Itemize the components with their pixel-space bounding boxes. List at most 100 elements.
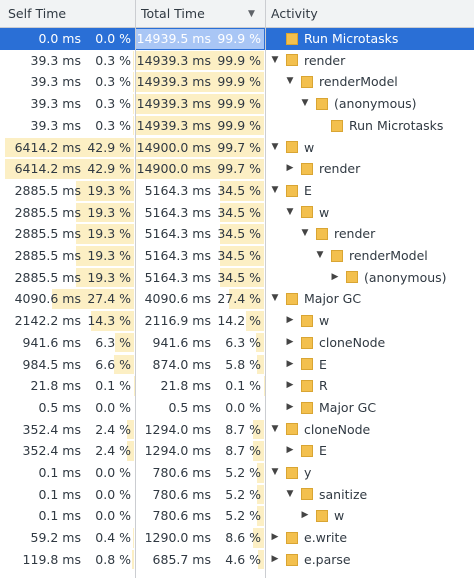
total-bar bbox=[245, 311, 264, 331]
self-time: 21.8 ms bbox=[30, 378, 82, 394]
self-bar bbox=[5, 159, 134, 179]
self-bar bbox=[75, 224, 134, 244]
tree-row[interactable]: 352.4 ms 2.4 % 1294.0 ms 8.7 % ▼ cloneNode bbox=[0, 419, 474, 441]
activity-icon bbox=[301, 358, 313, 371]
self-time: 2885.5 ms bbox=[14, 248, 81, 263]
total-percent: 5.2 % bbox=[225, 486, 261, 502]
activity-name: Major GC bbox=[304, 291, 362, 307]
tree-row[interactable]: 2885.5 ms 19.3 % 5164.3 ms 34.5 % ▶ (anonymou… bbox=[0, 267, 474, 289]
total-time: 1294.0 ms bbox=[144, 443, 211, 459]
expand-toggle[interactable]: ▼ bbox=[271, 293, 279, 304]
total-percent: 99.9 % bbox=[217, 117, 261, 133]
self-percent: 0.0 % bbox=[95, 465, 131, 480]
expand-toggle[interactable]: ▼ bbox=[271, 141, 279, 152]
total-time: 5164.3 ms bbox=[144, 204, 211, 220]
tree-row[interactable]: 21.8 ms 0.1 % 21.8 ms 0.1 % ▶ R bbox=[0, 375, 474, 397]
tree-row[interactable]: 119.8 ms 0.8 % 685.7 ms 4.6 % ▶ e.parse bbox=[0, 549, 474, 571]
expand-toggle[interactable]: ▶ bbox=[286, 401, 294, 412]
total-percent: 34.5 % bbox=[217, 182, 261, 198]
total-time: 685.7 ms bbox=[152, 551, 211, 567]
tree-row[interactable]: 0.1 ms 0.0 % 780.6 ms 5.2 % ▼ y bbox=[0, 462, 474, 484]
self-bar bbox=[126, 419, 134, 440]
activity-icon bbox=[286, 184, 298, 197]
total-time: 14939.3 ms bbox=[136, 96, 211, 112]
tree-row[interactable]: 0.0 ms 0.0 % 14939.5 ms 99.9 % Run Microtask… bbox=[0, 28, 474, 50]
expand-toggle[interactable]: ▼ bbox=[301, 98, 309, 109]
activity-name: render bbox=[304, 52, 346, 68]
expand-toggle[interactable]: ▶ bbox=[286, 315, 294, 326]
tree-row[interactable]: 2885.5 ms 19.3 % 5164.3 ms 34.5 % ▼ E bbox=[0, 180, 474, 202]
expand-toggle[interactable]: ▼ bbox=[286, 206, 294, 217]
total-percent: 8.7 % bbox=[225, 443, 261, 459]
expand-toggle[interactable]: ▶ bbox=[286, 358, 294, 369]
self-bar bbox=[126, 441, 134, 461]
tree-row[interactable]: 39.3 ms 0.3 % 14939.3 ms 99.9 % ▼ (anonymous) bbox=[0, 93, 474, 115]
tree-row[interactable]: 39.3 ms 0.3 % 14939.3 ms 99.9 % Run Microtas… bbox=[0, 115, 474, 137]
total-bar bbox=[257, 506, 264, 527]
total-bar bbox=[136, 115, 264, 136]
total-bar bbox=[228, 289, 264, 310]
tree-row[interactable]: 4090.6 ms 27.4 % 4090.6 ms 27.4 % ▼ Major GC bbox=[0, 288, 474, 310]
activity-name: w bbox=[319, 313, 330, 329]
expand-toggle[interactable]: ▼ bbox=[271, 423, 279, 434]
tree-row[interactable]: 0.5 ms 0.0 % 0.5 ms 0.0 % ▶ Major GC bbox=[0, 397, 474, 419]
total-percent: 8.7 % bbox=[225, 421, 261, 437]
tree-row[interactable]: 984.5 ms 6.6 % 874.0 ms 5.8 % ▶ E bbox=[0, 354, 474, 376]
tree-row[interactable]: 39.3 ms 0.3 % 14939.3 ms 99.9 % ▼ render bbox=[0, 50, 474, 72]
self-bar bbox=[133, 50, 134, 71]
tree-row[interactable]: 2142.2 ms 14.3 % 2116.9 ms 14.2 % ▶ w bbox=[0, 310, 474, 332]
total-time: 21.8 ms bbox=[160, 378, 212, 394]
expand-toggle[interactable]: ▼ bbox=[271, 184, 279, 195]
total-percent: 0.1 % bbox=[225, 378, 261, 394]
self-time-header[interactable]: Self Time bbox=[8, 6, 67, 21]
column-divider bbox=[135, 0, 136, 578]
expand-toggle[interactable]: ▶ bbox=[271, 532, 279, 543]
self-time: 941.6 ms bbox=[22, 334, 81, 350]
expand-toggle[interactable]: ▼ bbox=[271, 467, 279, 477]
total-percent: 34.5 % bbox=[217, 226, 261, 242]
tree-row[interactable]: 2885.5 ms 19.3 % 5164.3 ms 34.5 % ▼ renderMod… bbox=[0, 245, 474, 267]
tree-row[interactable]: 352.4 ms 2.4 % 1294.0 ms 8.7 % ▶ E bbox=[0, 440, 474, 462]
self-percent: 0.1 % bbox=[95, 378, 131, 394]
expand-toggle[interactable]: ▼ bbox=[316, 250, 324, 260]
total-bar bbox=[219, 202, 264, 223]
self-bar bbox=[115, 332, 134, 353]
activity-header[interactable]: Activity bbox=[271, 6, 318, 21]
expand-toggle[interactable]: ▶ bbox=[286, 380, 294, 391]
tree-row[interactable]: 941.6 ms 6.3 % 941.6 ms 6.3 % ▶ cloneNode bbox=[0, 332, 474, 354]
self-time: 352.4 ms bbox=[22, 421, 81, 437]
expand-toggle[interactable]: ▶ bbox=[286, 336, 294, 347]
total-bar bbox=[252, 528, 264, 548]
total-bar bbox=[136, 137, 264, 158]
expand-toggle[interactable]: ▶ bbox=[331, 271, 339, 282]
self-percent: 0.8 % bbox=[95, 551, 131, 567]
total-time-header[interactable]: Total Time bbox=[141, 6, 205, 21]
self-percent: 19.3 % bbox=[87, 226, 131, 242]
activity-icon bbox=[316, 97, 328, 110]
tree-row[interactable]: 59.2 ms 0.4 % 1290.0 ms 8.6 % ▶ e.write bbox=[0, 527, 474, 549]
tree-row[interactable]: 0.1 ms 0.0 % 780.6 ms 5.2 % ▶ w bbox=[0, 505, 474, 527]
tree-row[interactable]: 39.3 ms 0.3 % 14939.3 ms 99.9 % ▼ renderModel bbox=[0, 71, 474, 93]
expand-toggle[interactable]: ▶ bbox=[301, 510, 309, 521]
expand-toggle[interactable]: ▶ bbox=[271, 553, 279, 564]
activity-name: R bbox=[319, 378, 328, 394]
activity-name: E bbox=[319, 356, 327, 372]
tree-row[interactable]: 2885.5 ms 19.3 % 5164.3 ms 34.5 % ▼ render bbox=[0, 223, 474, 245]
total-bar bbox=[136, 159, 264, 179]
expand-toggle[interactable]: ▼ bbox=[301, 228, 309, 239]
total-time: 14900.0 ms bbox=[136, 161, 211, 177]
tree-row[interactable]: 6414.2 ms 42.9 % 14900.0 ms 99.7 % ▶ render bbox=[0, 158, 474, 180]
self-percent: 2.4 % bbox=[95, 421, 131, 437]
tree-row[interactable]: 2885.5 ms 19.3 % 5164.3 ms 34.5 % ▼ w bbox=[0, 202, 474, 224]
tree-row[interactable]: 0.1 ms 0.0 % 780.6 ms 5.2 % ▼ sanitize bbox=[0, 484, 474, 506]
expand-toggle[interactable]: ▶ bbox=[286, 163, 294, 174]
tree-row[interactable]: 6414.2 ms 42.9 % 14900.0 ms 99.7 % ▼ w bbox=[0, 137, 474, 159]
activity-icon bbox=[316, 228, 328, 241]
self-time: 2885.5 ms bbox=[14, 204, 81, 220]
self-percent: 0.0 % bbox=[95, 486, 131, 502]
total-percent: 14.2 % bbox=[217, 313, 261, 329]
expand-toggle[interactable]: ▼ bbox=[286, 76, 294, 87]
expand-toggle[interactable]: ▶ bbox=[286, 445, 294, 456]
expand-toggle[interactable]: ▼ bbox=[271, 54, 279, 65]
expand-toggle[interactable]: ▼ bbox=[286, 488, 294, 499]
